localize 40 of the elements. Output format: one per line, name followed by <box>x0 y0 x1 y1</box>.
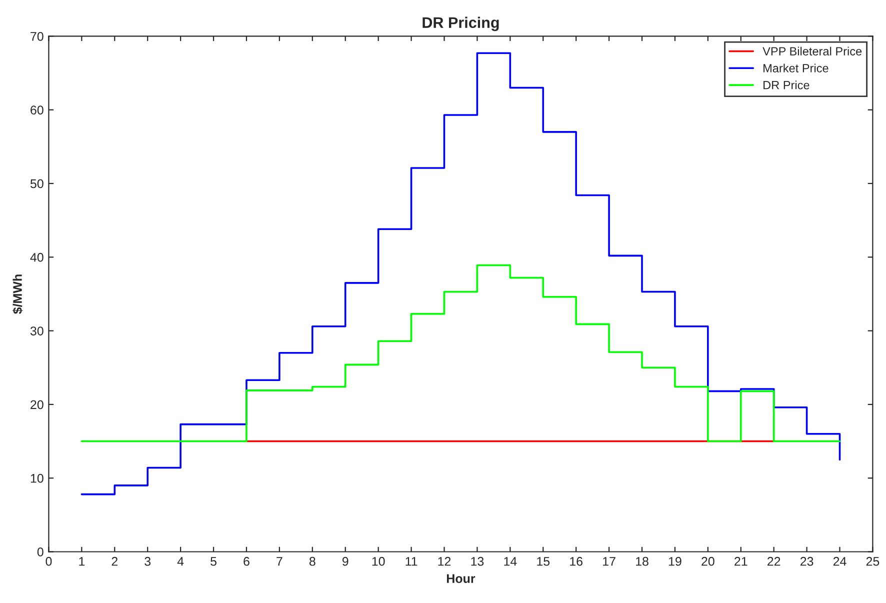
x-tick-label: 0 <box>46 556 52 566</box>
x-tick-label: 21 <box>734 556 748 566</box>
x-tick-label: 14 <box>504 557 517 566</box>
legend-label: Market Price <box>764 64 828 72</box>
x-tick-label: 11 <box>406 557 418 566</box>
legend-label: DR Price <box>764 80 810 90</box>
x-tick-label: 6 <box>244 556 250 566</box>
y-tick-label: 30 <box>30 326 44 336</box>
x-tick-label: 13 <box>471 556 484 566</box>
x-tick-label: 24 <box>833 556 846 566</box>
chart-title: DR Pricing <box>422 16 499 32</box>
x-tick-label: 18 <box>636 556 648 566</box>
y-tick-label: 60 <box>30 106 44 114</box>
x-tick-label: 7 <box>276 557 282 566</box>
y-tick-label: 70 <box>30 32 44 41</box>
y-tick-label: 20 <box>30 400 44 410</box>
y-tick-label: 50 <box>30 179 44 188</box>
x-tick-label: 12 <box>438 556 451 566</box>
x-tick-label: 15 <box>537 557 550 566</box>
x-tick-label: 9 <box>342 556 348 566</box>
x-tick-label: 2 <box>112 556 118 566</box>
x-tick-label: 4 <box>177 557 184 566</box>
y-tick-label: 0 <box>37 548 44 556</box>
y-tick-label: 10 <box>30 474 44 483</box>
x-tick-label: 22 <box>768 556 780 566</box>
x-tick-label: 8 <box>309 556 316 566</box>
x-tick-label: 20 <box>702 556 714 566</box>
x-tick-label: 23 <box>800 556 814 566</box>
x-tick-label: 25 <box>866 556 880 566</box>
legend-label: VPP Bileteral Price <box>762 46 862 56</box>
y-tick-label: 40 <box>30 252 44 262</box>
x-tick-label: 16 <box>570 556 582 566</box>
x-tick-label: 17 <box>603 557 616 566</box>
x-axis-title: Hour <box>446 574 476 583</box>
x-tick-label: 10 <box>372 556 385 566</box>
x-tick-label: 3 <box>144 556 151 566</box>
y-axis-title: $/MWh <box>12 274 23 314</box>
x-tick-label: 19 <box>668 556 682 566</box>
x-tick-label: 1 <box>79 557 85 566</box>
x-tick-label: 5 <box>210 557 216 566</box>
